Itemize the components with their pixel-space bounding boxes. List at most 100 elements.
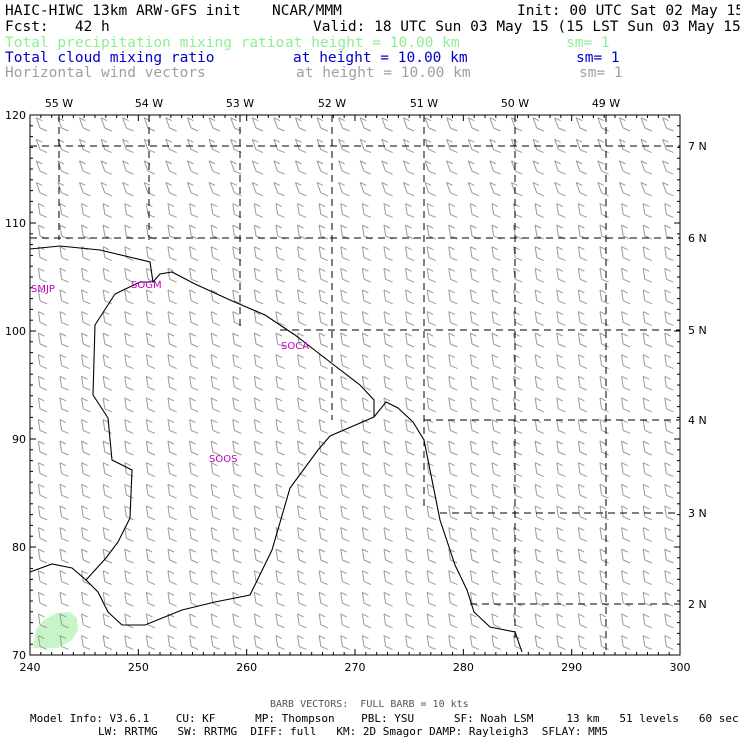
- wind-barb: [167, 570, 177, 586]
- wind-barb: [575, 117, 588, 132]
- wind-barb: [381, 160, 393, 175]
- wind-barb: [318, 462, 328, 478]
- wind-barb: [361, 591, 372, 607]
- wind-barb: [599, 440, 609, 456]
- wind-barb: [253, 246, 264, 262]
- wind-barb: [78, 160, 91, 175]
- wind-barb: [405, 591, 415, 607]
- wind-barb: [102, 203, 112, 218]
- wind-barb: [448, 311, 458, 326]
- wind-barb: [577, 397, 588, 413]
- wind-barb: [469, 570, 480, 586]
- wind-barb: [534, 267, 544, 283]
- wind-barb: [338, 117, 350, 132]
- wind-barb: [491, 527, 501, 542]
- wind-barb: [253, 527, 264, 542]
- wind-barb: [297, 375, 307, 391]
- wind-barb: [534, 635, 544, 650]
- wind-barb: [81, 375, 91, 391]
- wind-barb: [469, 419, 480, 434]
- wind-barb: [575, 182, 588, 197]
- wind-barb: [664, 397, 674, 413]
- wind-barb: [361, 570, 372, 586]
- wind-barb: [577, 548, 588, 564]
- wind-barb: [232, 289, 242, 305]
- wind-barb: [664, 203, 674, 218]
- wind-barb: [340, 483, 350, 499]
- wind-barb: [469, 635, 480, 650]
- wind-barb: [59, 483, 69, 499]
- wind-barb: [186, 117, 199, 132]
- wind-barb: [102, 483, 112, 499]
- wind-barb: [210, 483, 220, 499]
- wind-barb: [405, 289, 415, 305]
- wind-barb: [316, 138, 328, 154]
- wind-barb: [426, 505, 436, 521]
- wind-barb: [100, 160, 112, 175]
- wind-barb: [294, 117, 307, 132]
- wind-barb: [253, 289, 264, 305]
- wind-barb: [426, 375, 436, 391]
- wind-barb: [253, 505, 264, 521]
- wind-barb: [167, 375, 177, 391]
- wind-barb: [232, 462, 242, 478]
- wind-barb: [318, 224, 328, 240]
- wind-barb: [102, 224, 112, 240]
- wind-barb: [642, 224, 652, 240]
- wind-barb: [189, 527, 199, 542]
- wind-barb: [402, 160, 415, 175]
- wind-barb: [189, 375, 199, 391]
- wind-barb: [59, 505, 69, 521]
- wind-barb: [556, 267, 566, 283]
- wind-barb: [383, 332, 393, 348]
- wind-barb: [664, 462, 674, 478]
- wind-barb: [577, 267, 588, 283]
- wind-barb: [664, 505, 674, 521]
- wind-barb: [78, 182, 91, 197]
- longitude-label: 51 W: [410, 97, 438, 110]
- wind-barb: [297, 354, 307, 370]
- wind-barb: [491, 440, 501, 456]
- wind-barb: [167, 246, 177, 262]
- x-tick-label: 280: [453, 661, 474, 674]
- wind-barb: [597, 182, 609, 197]
- wind-barb: [642, 505, 652, 521]
- plot-title: HAIC-HIWC 13km ARW-GFS init: [5, 3, 241, 19]
- wind-barb: [405, 224, 415, 240]
- wind-barb: [642, 397, 652, 413]
- wind-barb: [405, 419, 415, 434]
- wind-barb: [642, 613, 652, 629]
- wind-barb: [361, 289, 372, 305]
- wind-barb: [253, 267, 264, 283]
- wind-barb: [340, 635, 350, 650]
- wind-barb: [340, 332, 350, 348]
- wind-barb: [78, 138, 91, 154]
- wind-barb: [124, 570, 134, 586]
- wind-barb: [318, 419, 328, 434]
- wind-barb: [210, 548, 220, 564]
- wind-barb: [534, 354, 544, 370]
- wind-barb: [577, 289, 588, 305]
- wind-barb: [124, 354, 134, 370]
- wind-barb: [210, 397, 220, 413]
- wind-barb: [37, 246, 48, 262]
- latitude-label: 3 N: [688, 507, 707, 520]
- wind-barb: [59, 332, 69, 348]
- wind-barb: [599, 246, 609, 262]
- wind-barb: [122, 117, 134, 132]
- wind-barb: [577, 246, 588, 262]
- wind-barb: [405, 397, 415, 413]
- wind-barb: [618, 117, 631, 132]
- wind-barb: [124, 375, 134, 391]
- wind-barb: [467, 117, 480, 132]
- wind-barb: [599, 289, 609, 305]
- wind-barb: [383, 635, 393, 650]
- wind-barb: [59, 397, 69, 413]
- wind-barb: [424, 138, 436, 154]
- wind-barb: [448, 483, 458, 499]
- longitude-label: 54 W: [135, 97, 163, 110]
- wind-barb: [642, 635, 652, 650]
- wind-barb: [253, 613, 264, 629]
- wind-barb: [448, 570, 458, 586]
- x-tick-label: 240: [20, 661, 41, 674]
